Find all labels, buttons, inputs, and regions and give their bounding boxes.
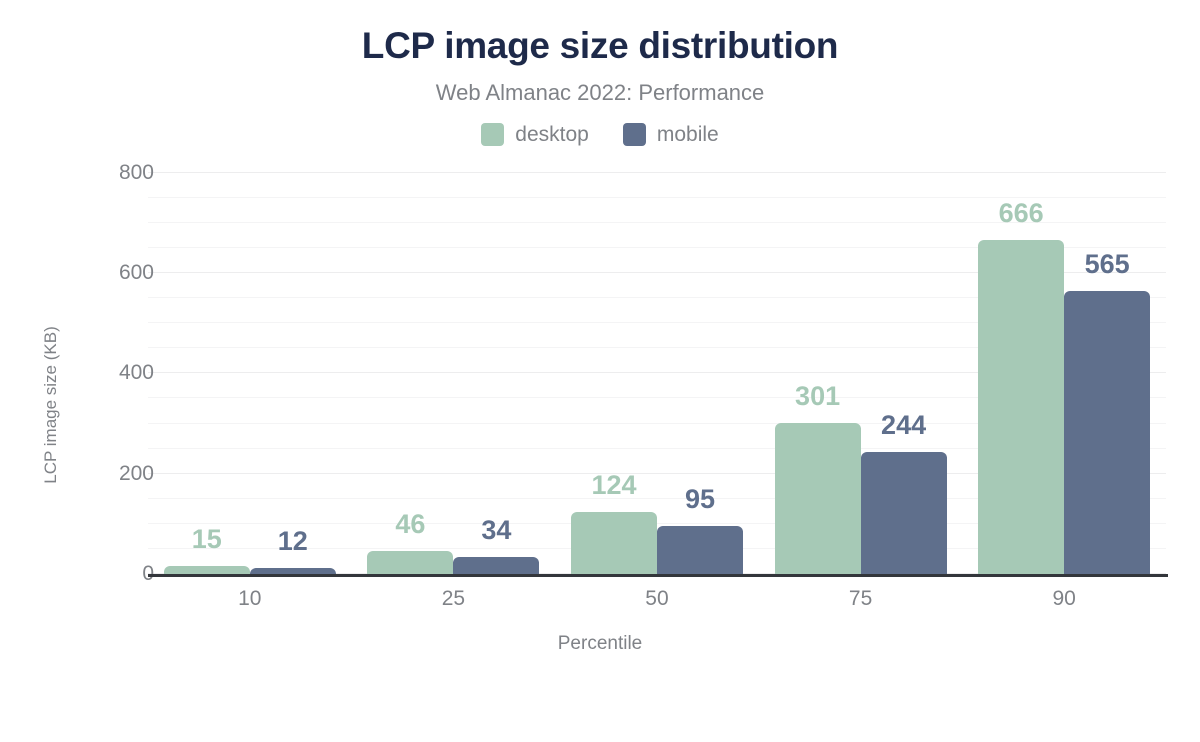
x-axis-title: Percentile bbox=[557, 632, 643, 654]
legend-swatch-icon bbox=[622, 123, 646, 147]
gridline-minor bbox=[148, 322, 1166, 324]
bar-mobile-50[interactable] bbox=[656, 526, 743, 574]
gridline-major bbox=[148, 472, 1166, 474]
bar-slot: 34 bbox=[453, 173, 540, 574]
legend-item-mobile[interactable]: mobile bbox=[622, 122, 719, 147]
bar-mobile-75[interactable] bbox=[860, 451, 947, 574]
bar-desktop-50[interactable] bbox=[570, 511, 657, 574]
bar-desktop-25[interactable] bbox=[367, 550, 454, 574]
gridlines bbox=[148, 171, 1166, 574]
bar-desktop-90[interactable] bbox=[978, 240, 1065, 574]
bar-slot: 15 bbox=[163, 173, 250, 574]
bar-value-label: 34 bbox=[481, 514, 512, 545]
bar-value-label: 15 bbox=[191, 524, 222, 555]
bar-mobile-25[interactable] bbox=[453, 556, 540, 574]
gridline-major bbox=[148, 272, 1166, 274]
x-tick-label-90: 90 bbox=[1052, 586, 1076, 610]
bar-desktop-75[interactable] bbox=[774, 423, 861, 574]
bar-slot: 666 bbox=[978, 173, 1065, 574]
gridline-minor bbox=[148, 297, 1166, 299]
bar-slot: 12 bbox=[249, 173, 336, 574]
y-tick-label: 800 bbox=[118, 160, 154, 184]
bar-desktop-10[interactable] bbox=[163, 566, 250, 574]
legend-item-desktop[interactable]: desktop bbox=[481, 123, 589, 147]
y-tick-label: 600 bbox=[118, 261, 154, 285]
y-tick-label: 0 bbox=[50, 562, 170, 586]
gridline-minor bbox=[148, 522, 1166, 524]
gridline-minor bbox=[148, 222, 1166, 223]
y-tick-label: 400 bbox=[118, 361, 154, 385]
bar-slot: 565 bbox=[1064, 173, 1151, 574]
bar-group-25: 46 34 bbox=[352, 173, 556, 574]
y-tick-label: 200 bbox=[118, 461, 154, 485]
gridline-major bbox=[148, 372, 1166, 374]
plot-area-wrapper: LCP image size (KB) 0200400600800 151246… bbox=[0, 155, 1200, 655]
bar-group-75: 301 244 bbox=[759, 173, 963, 574]
bar-slot: 124 bbox=[570, 173, 657, 574]
x-tick-label-25: 25 bbox=[441, 586, 466, 610]
bar-group-90: 666 565 bbox=[962, 173, 1166, 574]
gridline-minor bbox=[148, 447, 1166, 449]
legend-label: mobile bbox=[656, 122, 719, 146]
bar-slot: 46 bbox=[367, 173, 454, 574]
x-axis-line bbox=[148, 573, 1168, 577]
gridline-minor bbox=[148, 497, 1166, 499]
chart-header: LCP image size distribution Web Almanac … bbox=[0, 0, 1200, 105]
bar-value-label: 244 bbox=[881, 409, 927, 440]
bar-value-label: 666 bbox=[998, 198, 1044, 229]
x-axis-tick-labels: 10 25 50 75 90 bbox=[148, 587, 1166, 611]
x-tick-label-50: 50 bbox=[645, 586, 669, 610]
bar-groups: 15 12 46 34 124 95 301 244 666 565 bbox=[148, 173, 1166, 574]
gridline-minor bbox=[148, 397, 1166, 399]
legend-swatch-icon bbox=[481, 123, 505, 147]
bar-value-label: 301 bbox=[795, 381, 841, 411]
bar-slot: 95 bbox=[656, 173, 743, 574]
bar-value-label: 12 bbox=[277, 525, 308, 556]
chart-subtitle: Web Almanac 2022: Performance bbox=[435, 79, 765, 105]
gridline-minor bbox=[148, 347, 1166, 349]
bar-value-label: 46 bbox=[395, 508, 426, 539]
chart-legend: desktop mobile bbox=[0, 123, 1200, 147]
bar-mobile-90[interactable] bbox=[1064, 290, 1151, 574]
bar-slot: 244 bbox=[860, 173, 947, 574]
bar-value-label: 565 bbox=[1084, 248, 1130, 279]
gridline-minor bbox=[148, 247, 1166, 249]
gridline-minor bbox=[148, 196, 1166, 198]
legend-label: desktop bbox=[515, 122, 589, 146]
x-tick-label-10: 10 bbox=[238, 586, 262, 610]
x-tick-label-75: 75 bbox=[848, 586, 873, 610]
page-title: LCP image size distribution bbox=[361, 25, 839, 66]
gridline-minor bbox=[148, 422, 1166, 424]
bar-slot: 301 bbox=[774, 173, 861, 574]
bar-group-10: 15 12 bbox=[148, 173, 352, 574]
bar-mobile-10[interactable] bbox=[249, 567, 336, 574]
gridline-major bbox=[148, 171, 1166, 173]
bar-value-label: 124 bbox=[591, 469, 637, 500]
bar-value-label: 95 bbox=[684, 484, 716, 515]
bar-group-50: 124 95 bbox=[555, 173, 759, 574]
